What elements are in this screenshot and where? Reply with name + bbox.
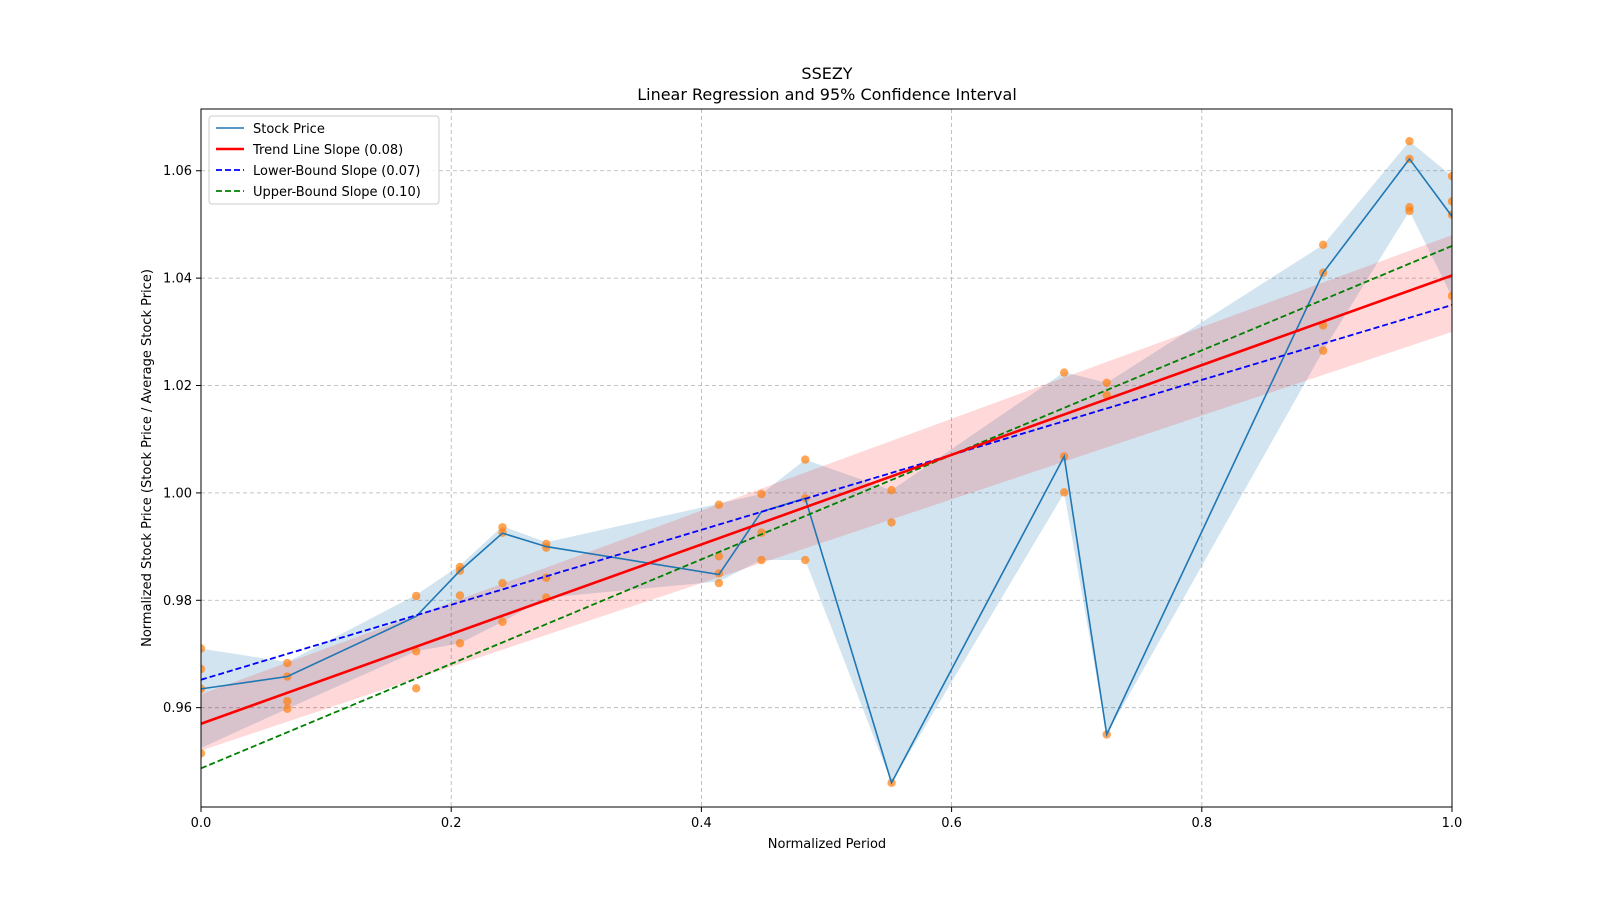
chart-subtitle: Linear Regression and 95% Confidence Int… xyxy=(637,85,1017,104)
y-tick-label: 1.06 xyxy=(163,164,192,179)
y-tick-label: 1.00 xyxy=(163,486,192,501)
scatter-point xyxy=(714,500,724,509)
scatter-point xyxy=(1405,137,1414,146)
legend-label-trend-line: Trend Line Slope (0.08) xyxy=(252,143,403,158)
grid-lines xyxy=(200,109,1453,807)
scatter-point xyxy=(1318,240,1328,250)
x-tick-label: 1.0 xyxy=(1442,816,1463,831)
legend-label-lower-bound: Lower-Bound Slope (0.07) xyxy=(253,164,420,179)
legend-label-upper-bound: Upper-Bound Slope (0.10) xyxy=(253,185,421,200)
scatter-point xyxy=(887,486,896,495)
scatter-point xyxy=(283,697,292,706)
y-tick-label: 1.02 xyxy=(163,379,192,394)
scatter-point xyxy=(1447,171,1452,181)
scatter-point xyxy=(411,591,421,601)
upper-bound-line xyxy=(201,245,1452,770)
scatter-point xyxy=(757,489,766,499)
x-tick-label: 0.2 xyxy=(441,816,462,831)
scatter-point xyxy=(455,591,465,600)
x-tick-label: 0.4 xyxy=(691,816,712,831)
plot-frame xyxy=(200,108,1453,808)
scatter-point xyxy=(411,684,421,693)
scatter-point xyxy=(1102,378,1111,388)
scatter-point xyxy=(201,749,206,758)
scatter-point xyxy=(1405,206,1414,216)
scatter-point xyxy=(757,555,766,565)
scatter-point xyxy=(201,664,206,674)
scatter-point xyxy=(1447,197,1452,206)
scatter-point xyxy=(1318,346,1328,355)
scatter-point xyxy=(1059,488,1069,497)
scatter-point xyxy=(455,639,465,648)
trend-line xyxy=(201,274,1452,726)
scatter-point xyxy=(714,552,724,561)
scatter-point xyxy=(411,647,421,656)
scatter-point xyxy=(887,518,896,527)
lower-bound-line xyxy=(201,304,1452,681)
scatter-point xyxy=(283,658,292,668)
legend: Stock Price Trend Line Slope (0.08) Lowe… xyxy=(208,115,440,205)
scatter-point xyxy=(714,578,724,588)
y-tick-label: 0.98 xyxy=(163,594,192,609)
x-tick-label: 0.0 xyxy=(191,816,212,831)
y-axis-ticks: 0.96 0.98 1.00 1.02 1.04 1.06 xyxy=(163,164,201,716)
scatter-point xyxy=(283,704,292,713)
stock-price-confidence-band xyxy=(201,141,1452,783)
x-axis-label: Normalized Period xyxy=(768,837,886,852)
scatter-point xyxy=(201,644,206,653)
legend-label-stock-price: Stock Price xyxy=(253,122,325,137)
chart-title: SSEZY xyxy=(801,64,852,83)
y-tick-label: 1.04 xyxy=(163,272,192,287)
x-tick-label: 0.6 xyxy=(941,816,962,831)
scatter-points xyxy=(201,137,1452,788)
x-axis-ticks: 0.0 0.2 0.4 0.6 0.8 1.0 xyxy=(191,807,1463,831)
scatter-point xyxy=(498,578,507,588)
y-tick-label: 0.96 xyxy=(163,701,192,716)
scatter-point xyxy=(801,555,810,565)
scatter-point xyxy=(1059,368,1069,377)
x-tick-label: 0.8 xyxy=(1191,816,1212,831)
legend-box xyxy=(208,115,440,205)
scatter-point xyxy=(1447,291,1452,301)
y-axis-label: Normalized Stock Price (Stock Price / Av… xyxy=(140,269,155,647)
scatter-point xyxy=(498,617,507,626)
scatter-point xyxy=(801,455,810,464)
